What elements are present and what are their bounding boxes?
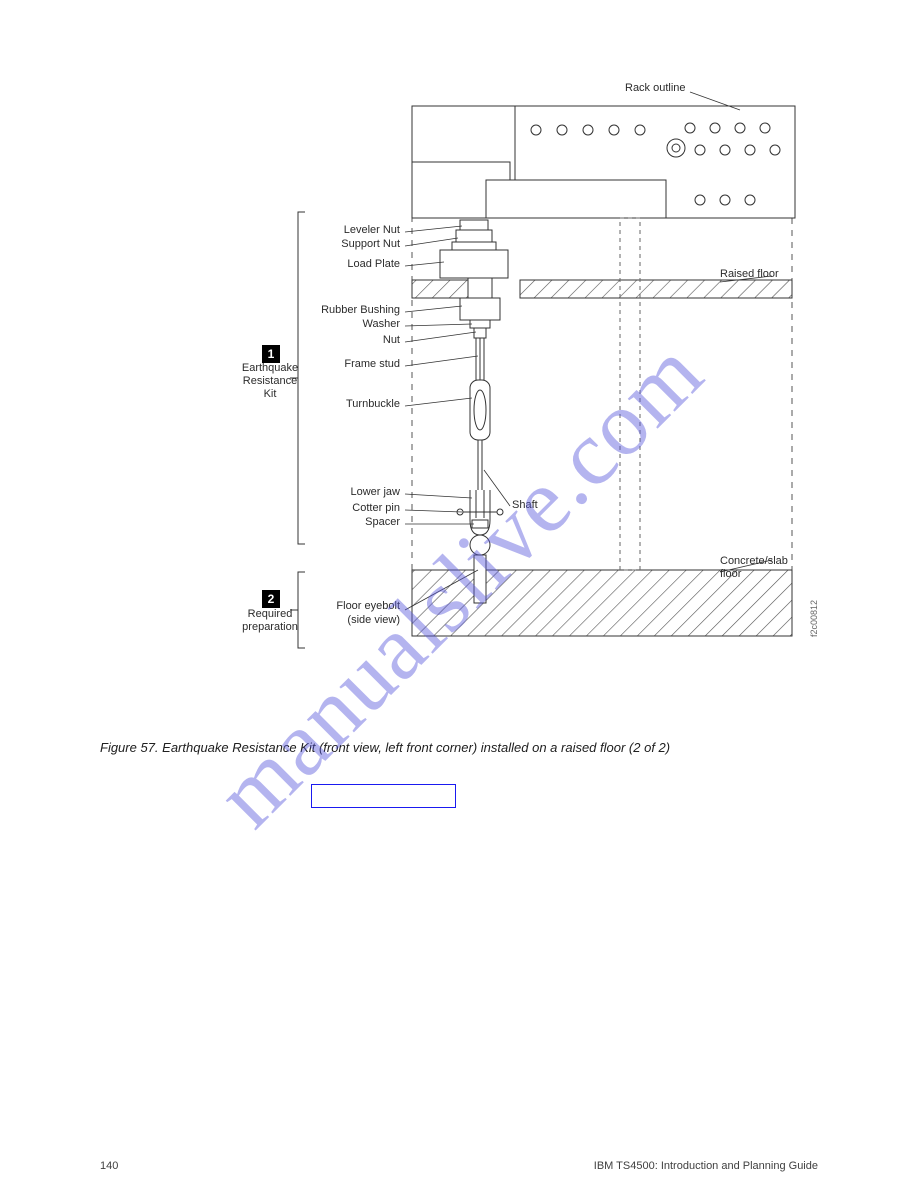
callout-2-line-1: preparation: [242, 621, 298, 633]
footer-page-number: 140: [100, 1160, 118, 1172]
diagram-id: f2c00812: [809, 600, 819, 637]
label-spacer: Spacer: [260, 516, 400, 528]
label-cotter-pin: Cotter pin: [260, 502, 400, 514]
callout-2-line-0: Required: [248, 608, 293, 620]
label-rubber-bushing: Rubber Bushing: [260, 304, 400, 316]
callout-1-line-0: Earthquake: [242, 362, 298, 374]
figure-container: Rack outline Raised floor Concrete/slab …: [0, 0, 918, 660]
callout-1-line-2: Kit: [264, 388, 277, 400]
label-concrete-2: floor: [720, 568, 741, 580]
figure-caption-text: Figure 57. Earthquake Resistance Kit (fr…: [100, 740, 670, 755]
figure-caption: Figure 57. Earthquake Resistance Kit (fr…: [100, 740, 800, 755]
label-load-plate: Load Plate: [260, 258, 400, 270]
callout-text-1: Earthquake Resistance Kit: [230, 362, 310, 402]
label-concrete-1: Concrete/slab: [720, 555, 788, 567]
callout-box-2: 2: [262, 590, 280, 608]
label-washer: Washer: [260, 318, 400, 330]
footer-doc-title: IBM TS4500: Introduction and Planning Gu…: [594, 1160, 818, 1172]
label-shaft: Shaft: [512, 499, 538, 511]
callout-1-line-1: Resistance: [243, 375, 297, 387]
link-hotspot[interactable]: [311, 784, 456, 808]
label-support-nut: Support Nut: [260, 238, 400, 250]
label-nut: Nut: [260, 334, 400, 346]
label-lower-jaw: Lower jaw: [260, 486, 400, 498]
callout-box-1: 1: [262, 345, 280, 363]
label-leveler-nut: Leveler Nut: [260, 224, 400, 236]
label-rack-outline: Rack outline: [625, 82, 686, 94]
callout-text-2: Required preparation: [230, 608, 310, 634]
label-raised-floor: Raised floor: [720, 268, 779, 280]
erk-diagram: [0, 0, 918, 670]
